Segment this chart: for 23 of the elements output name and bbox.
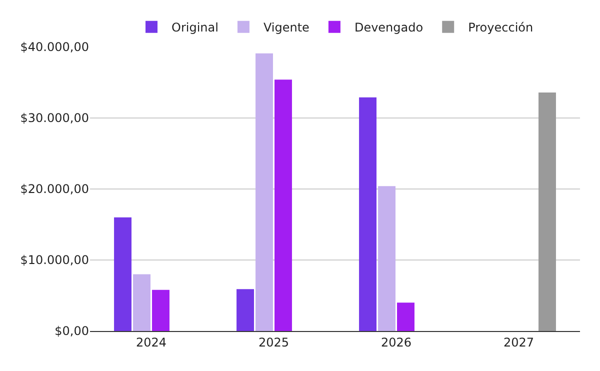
x-tick-label: 2025 xyxy=(258,335,290,350)
bar xyxy=(152,290,170,331)
y-tick-label: $40.000,00 xyxy=(20,40,89,54)
bar xyxy=(256,53,273,331)
legend-label: Original xyxy=(172,20,218,34)
legend-label: Proyección xyxy=(468,20,534,34)
y-tick-label: $20.000,00 xyxy=(20,182,89,196)
y-tick-label: $10.000,00 xyxy=(20,253,89,268)
bar xyxy=(397,302,414,331)
bar xyxy=(359,97,376,331)
bar xyxy=(114,217,132,331)
bar xyxy=(274,80,292,331)
bar xyxy=(538,92,556,331)
y-tick-label: $30.000,00 xyxy=(20,111,89,126)
x-tick-label: 2027 xyxy=(503,335,534,350)
legend-label: Devengado xyxy=(354,20,424,34)
legend-label: Vigente xyxy=(263,20,310,34)
x-tick-label: 2024 xyxy=(136,335,167,350)
bar xyxy=(133,274,150,331)
bar xyxy=(378,186,396,331)
bar xyxy=(236,289,254,331)
y-tick-label: $0,00 xyxy=(54,324,89,338)
x-tick-label: 2026 xyxy=(380,335,412,350)
